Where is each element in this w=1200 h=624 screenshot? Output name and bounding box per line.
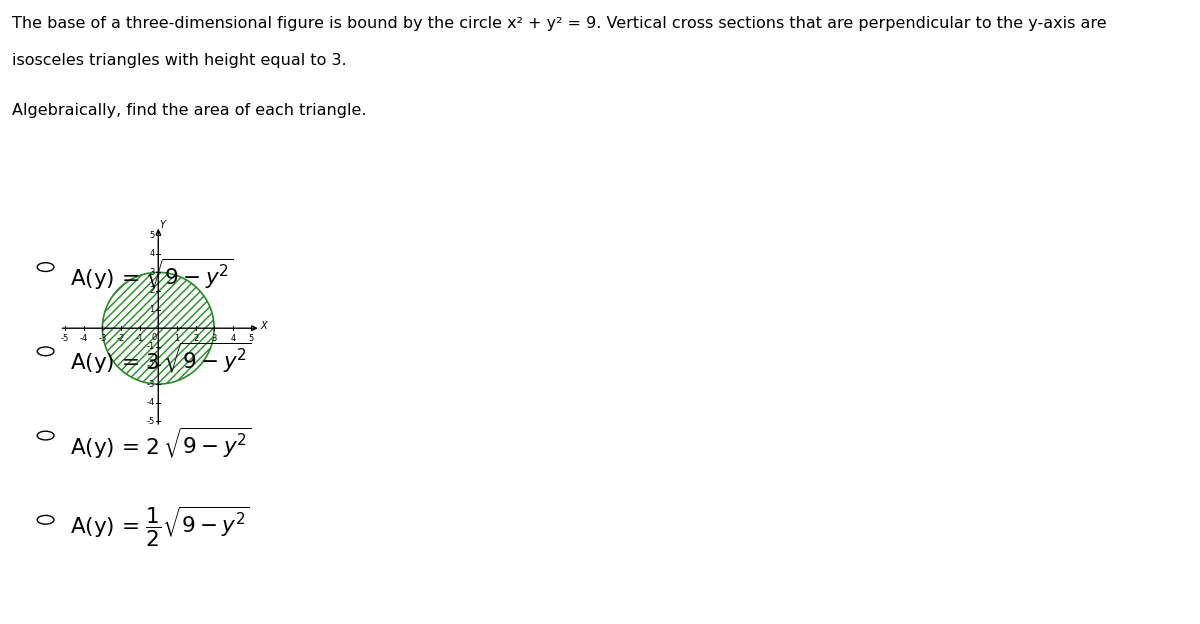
- Text: 2: 2: [193, 334, 198, 343]
- Text: -4: -4: [146, 398, 155, 407]
- Text: -2: -2: [116, 334, 125, 343]
- Text: Algebraically, find the area of each triangle.: Algebraically, find the area of each tri…: [12, 103, 366, 118]
- Text: Y: Y: [158, 220, 166, 230]
- Text: 1: 1: [174, 334, 180, 343]
- Text: A(y) = $\sqrt{9 - y^2}$: A(y) = $\sqrt{9 - y^2}$: [70, 257, 233, 292]
- Text: -1: -1: [136, 334, 144, 343]
- Text: 3: 3: [211, 334, 217, 343]
- Text: 0: 0: [151, 333, 157, 343]
- Text: 2: 2: [149, 286, 155, 295]
- Text: A(y) = 3 $\sqrt{9 - y^2}$: A(y) = 3 $\sqrt{9 - y^2}$: [70, 341, 251, 376]
- Text: The base of a three-dimensional figure is bound by the circle x² + y² = 9. Verti: The base of a three-dimensional figure i…: [12, 16, 1106, 31]
- Text: A(y) = 2 $\sqrt{9 - y^2}$: A(y) = 2 $\sqrt{9 - y^2}$: [70, 426, 251, 461]
- Text: -1: -1: [146, 343, 155, 351]
- Text: -3: -3: [98, 334, 107, 343]
- Text: A(y) = $\dfrac{1}{2}\sqrt{9 - y^2}$: A(y) = $\dfrac{1}{2}\sqrt{9 - y^2}$: [70, 505, 250, 550]
- Text: -4: -4: [79, 334, 88, 343]
- Text: 4: 4: [230, 334, 235, 343]
- Text: -3: -3: [146, 379, 155, 389]
- Text: X: X: [260, 321, 266, 331]
- Text: 1: 1: [149, 305, 155, 314]
- Text: isosceles triangles with height equal to 3.: isosceles triangles with height equal to…: [12, 53, 347, 68]
- Text: -5: -5: [146, 417, 155, 426]
- Text: 3: 3: [149, 268, 155, 277]
- Text: -2: -2: [146, 361, 155, 370]
- Text: 5: 5: [149, 231, 155, 240]
- Text: 5: 5: [248, 334, 254, 343]
- Text: 4: 4: [149, 249, 155, 258]
- Text: -5: -5: [61, 334, 70, 343]
